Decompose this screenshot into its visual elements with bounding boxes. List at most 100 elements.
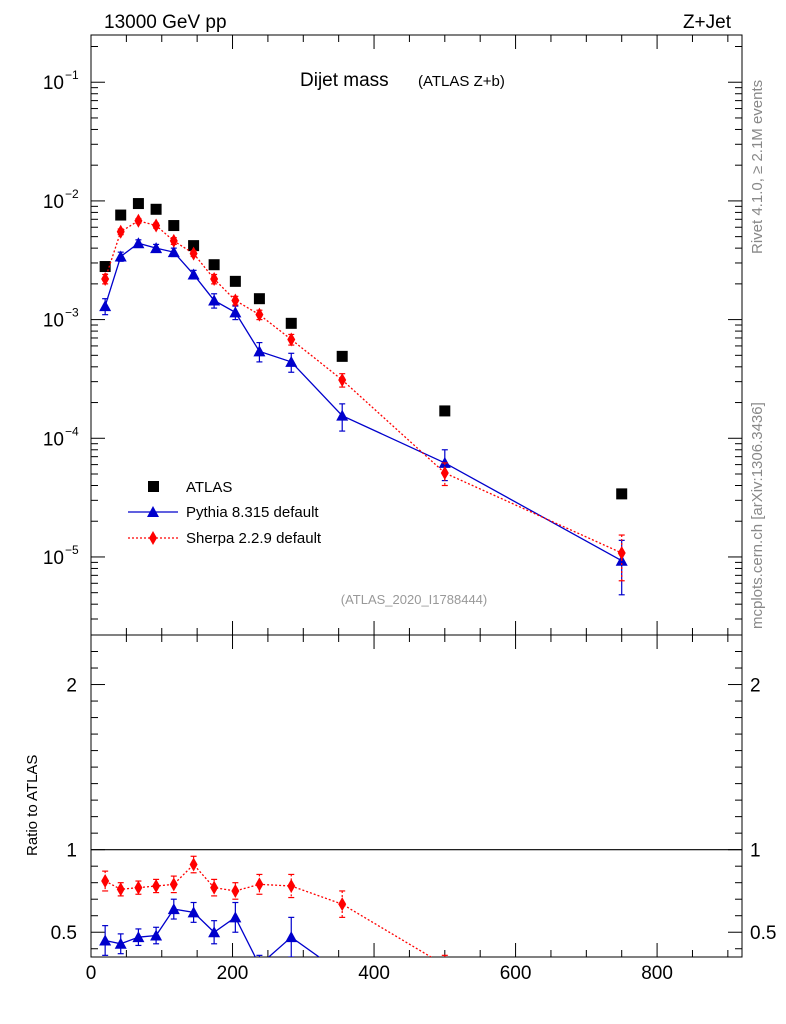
- pythia-point: [208, 294, 221, 306]
- pythia-ratio-point: [285, 931, 298, 943]
- legend: ATLAS Pythia 8.315 default Sherpa 2.2.9 …: [128, 479, 322, 547]
- pythia-point: [253, 345, 266, 357]
- ratio-x-tick-label: 400: [358, 963, 390, 984]
- header-left-label: 13000 GeV pp: [104, 12, 227, 33]
- sherpa-ratio-point: [338, 897, 347, 912]
- ratio-ticks: 0 200 400 600 800 0.5 0.5 1 1 2 2: [51, 635, 776, 984]
- mcplots-label: mcplots.cern.ch [arXiv:1306.3436]: [749, 402, 766, 629]
- ratio-series-layer: [99, 855, 449, 979]
- atlas-point: [132, 198, 144, 210]
- ratio-x-tick-label: 800: [641, 963, 673, 984]
- ratio-y-tick-label-left: 2: [66, 676, 77, 697]
- sherpa-point: [440, 465, 449, 480]
- pythia-ratio-point: [167, 903, 180, 915]
- main-y-tick-label: 10: [43, 192, 64, 213]
- atlas-point: [150, 203, 162, 215]
- main-y-tick-exponent: −3: [65, 306, 79, 320]
- main-y-tick-exponent: −1: [65, 68, 79, 82]
- main-y-tick-label: 10: [43, 548, 64, 569]
- pythia-ratio-point: [187, 906, 200, 918]
- atlas-point: [616, 488, 628, 500]
- ratio-x-tick-label: 0: [86, 963, 97, 984]
- legend-entry-pythia: Pythia 8.315 default: [128, 504, 319, 521]
- ratio-x-tick-label: 600: [500, 963, 532, 984]
- legend-pythia-label: Pythia 8.315 default: [186, 504, 319, 521]
- pythia-point: [187, 268, 200, 280]
- pythia-point: [150, 242, 163, 254]
- atlas-point: [285, 317, 297, 329]
- main-y-tick-exponent: −4: [65, 424, 79, 438]
- ratio-ylabel: Ratio to ATLAS: [24, 755, 41, 856]
- main-series-layer: [99, 198, 628, 596]
- legend-sherpa-marker: [149, 531, 157, 545]
- legend-atlas-label: ATLAS: [186, 479, 232, 496]
- sherpa-ratio-point: [287, 878, 296, 893]
- legend-entry-atlas: ATLAS: [148, 479, 232, 496]
- sherpa-ratio-point: [189, 857, 198, 872]
- main-y-tick-exponent: −2: [65, 187, 79, 201]
- sherpa-ratio-point: [134, 880, 143, 895]
- pythia-ratio-point: [208, 926, 221, 938]
- sherpa-ratio-point: [255, 877, 264, 892]
- pythia-ratio-point: [132, 931, 145, 943]
- pythia-ratio-point: [114, 937, 127, 949]
- main-y-ticks: 10−510−410−310−210−1: [43, 46, 742, 620]
- sherpa-ratio-point: [441, 958, 449, 972]
- ratio-y-tick-label-right: 2: [750, 676, 761, 697]
- sherpa-ratio-point: [101, 874, 110, 889]
- sherpa-ratio-point: [210, 880, 219, 895]
- sherpa-point: [169, 233, 178, 248]
- sherpa-point: [338, 372, 347, 387]
- sherpa-point: [101, 271, 110, 286]
- sherpa-ratio-point: [231, 883, 240, 898]
- sherpa-ratio-point: [152, 878, 161, 893]
- legend-sherpa-label: Sherpa 2.2.9 default: [186, 530, 322, 547]
- atlas-point: [439, 405, 451, 417]
- ratio-y-tick-label-left: 0.5: [51, 923, 77, 944]
- pythia-ratio-point: [336, 968, 348, 979]
- pythia-point: [132, 237, 145, 249]
- atlas-point: [168, 220, 180, 232]
- main-y-tick-label: 10: [43, 73, 64, 94]
- atlas-point: [188, 240, 200, 252]
- rivet-version-label: Rivet 4.1.0, ≥ 2.1M events: [749, 80, 766, 254]
- atlas-point: [253, 293, 265, 305]
- sherpa-point: [134, 213, 143, 228]
- sherpa-point: [287, 332, 296, 347]
- ratio-x-tick-label: 200: [217, 963, 249, 984]
- sherpa-point: [152, 218, 161, 233]
- pythia-ratio-point: [99, 934, 112, 946]
- pythia-point: [99, 300, 112, 312]
- pythia-point: [114, 250, 127, 262]
- ratio-y-tick-label-right: 1: [750, 841, 761, 862]
- sherpa-point: [116, 224, 125, 239]
- sherpa-point: [231, 293, 240, 308]
- ratio-panel: 0 200 400 600 800 0.5 0.5 1 1 2 2: [51, 634, 776, 984]
- ratio-frame: [90, 634, 743, 958]
- main-subtitle: (ATLAS Z+b): [418, 73, 505, 90]
- atlas-point: [229, 275, 241, 287]
- sherpa-point: [189, 246, 198, 261]
- main-y-tick-label: 10: [43, 311, 64, 332]
- sherpa-point: [255, 307, 264, 322]
- main-x-ticks: [90, 35, 729, 635]
- pythia-ratio-point: [253, 959, 265, 970]
- pythia-ratio-point: [229, 911, 242, 923]
- main-panel: 10−510−410−310−210−1 Dijet mass (ATLAS Z…: [43, 34, 743, 636]
- sherpa-ratio-point: [116, 882, 125, 897]
- pythia-line: [104, 242, 623, 562]
- atlas-point: [336, 350, 348, 362]
- atlas-point: [99, 261, 111, 273]
- main-y-tick-exponent: −5: [65, 543, 79, 557]
- sherpa-ratio-point: [169, 877, 178, 892]
- atlas-point: [208, 259, 220, 271]
- sherpa-point: [210, 271, 219, 286]
- pythia-point: [285, 355, 298, 367]
- sherpa-line: [104, 220, 622, 554]
- pythia-ratio-point: [150, 929, 163, 941]
- legend-pythia-marker: [147, 506, 159, 517]
- ratio-y-tick-label-left: 1: [66, 841, 77, 862]
- main-y-tick-label: 10: [43, 429, 64, 450]
- main-title: Dijet mass: [300, 70, 389, 91]
